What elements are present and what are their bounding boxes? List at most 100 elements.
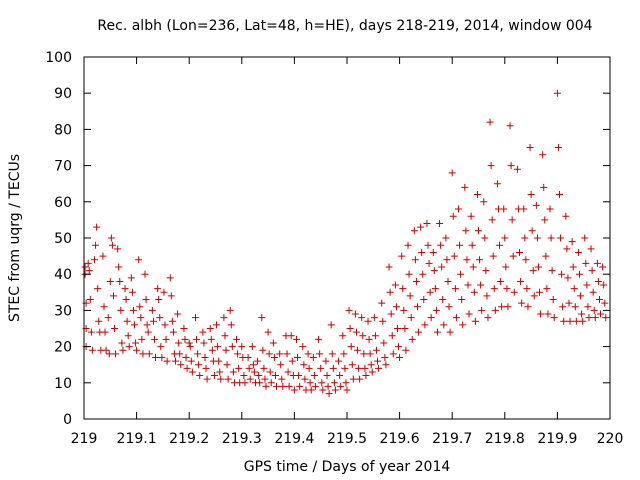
- data-point: [571, 303, 579, 311]
- data-point: [201, 353, 209, 361]
- y-tick: 20: [54, 340, 610, 356]
- data-point: [299, 343, 307, 351]
- data-point: [386, 288, 394, 296]
- data-point: [498, 303, 506, 311]
- data-point: [488, 216, 496, 224]
- data-point: [155, 296, 163, 304]
- x-tick: 219.3: [222, 57, 262, 447]
- x-tick-label: 219.8: [485, 431, 525, 447]
- data-point: [87, 328, 95, 336]
- data-point: [244, 353, 252, 361]
- data-point: [372, 346, 380, 354]
- data-point: [407, 314, 415, 322]
- data-point: [116, 277, 124, 285]
- data-point: [406, 292, 414, 300]
- data-point: [450, 252, 458, 260]
- data-point: [368, 368, 376, 376]
- data-point: [534, 263, 542, 271]
- data-point: [301, 375, 309, 383]
- data-point: [347, 343, 355, 351]
- data-point: [136, 303, 144, 311]
- data-point: [100, 303, 108, 311]
- data-point: [276, 350, 284, 358]
- data-point: [124, 332, 132, 340]
- data-point: [542, 252, 550, 260]
- data-point: [557, 234, 565, 242]
- data-point: [249, 361, 257, 369]
- data-point: [462, 227, 470, 235]
- data-point: [457, 270, 465, 278]
- data-point: [563, 245, 571, 253]
- data-point: [546, 205, 554, 213]
- data-point: [265, 350, 273, 358]
- data-point: [589, 288, 597, 296]
- data-point: [418, 248, 426, 256]
- data-point: [144, 328, 152, 336]
- data-point: [437, 241, 445, 249]
- data-point: [489, 252, 497, 260]
- data-point: [566, 317, 574, 325]
- data-point: [424, 241, 432, 249]
- data-point: [550, 314, 558, 322]
- data-point: [238, 343, 246, 351]
- data-point: [356, 375, 364, 383]
- data-point: [95, 317, 103, 325]
- data-point: [101, 328, 109, 336]
- data-point: [364, 317, 372, 325]
- data-point: [419, 270, 427, 278]
- data-point: [448, 169, 456, 177]
- data-point: [410, 227, 418, 235]
- data-point: [227, 321, 235, 329]
- data-point: [176, 350, 184, 358]
- data-point: [234, 350, 242, 358]
- data-point: [412, 277, 420, 285]
- data-point: [221, 332, 229, 340]
- data-point: [464, 281, 472, 289]
- data-point: [130, 321, 138, 329]
- y-tick: 80: [54, 122, 610, 138]
- data-point: [187, 357, 195, 365]
- data-point: [588, 267, 596, 275]
- y-tick-label: 30: [54, 303, 72, 319]
- data-point: [401, 325, 409, 332]
- data-point: [195, 361, 203, 369]
- data-point: [316, 350, 324, 358]
- data-point: [256, 379, 264, 387]
- data-point: [509, 252, 517, 260]
- data-point: [379, 317, 387, 325]
- data-point: [513, 165, 521, 173]
- data-point: [366, 350, 374, 358]
- data-point: [411, 256, 419, 264]
- data-point: [461, 183, 469, 191]
- data-point: [217, 375, 225, 383]
- data-point: [216, 368, 224, 376]
- data-point: [304, 350, 312, 358]
- data-point: [228, 343, 236, 351]
- data-point: [233, 335, 241, 343]
- data-point: [133, 346, 141, 354]
- data-point: [444, 277, 452, 285]
- data-point: [139, 350, 147, 358]
- data-point: [245, 364, 253, 372]
- data-point: [396, 353, 404, 361]
- x-tick-label: 219.1: [117, 431, 157, 447]
- x-tick-label: 219.2: [169, 431, 209, 447]
- data-point: [591, 314, 599, 322]
- data-point: [570, 285, 578, 293]
- data-point: [121, 285, 129, 293]
- data-point: [522, 256, 530, 264]
- data-point: [309, 353, 317, 361]
- data-point: [601, 299, 609, 307]
- data-point: [318, 379, 326, 387]
- data-point: [235, 364, 243, 372]
- data-point: [436, 220, 444, 228]
- data-point: [524, 303, 532, 311]
- data-point: [310, 372, 318, 380]
- data-point: [380, 339, 388, 347]
- data-point: [491, 306, 499, 314]
- data-point: [523, 285, 531, 293]
- data-point: [224, 375, 232, 383]
- data-point: [359, 332, 367, 340]
- data-point: [417, 223, 425, 231]
- data-point: [206, 325, 214, 332]
